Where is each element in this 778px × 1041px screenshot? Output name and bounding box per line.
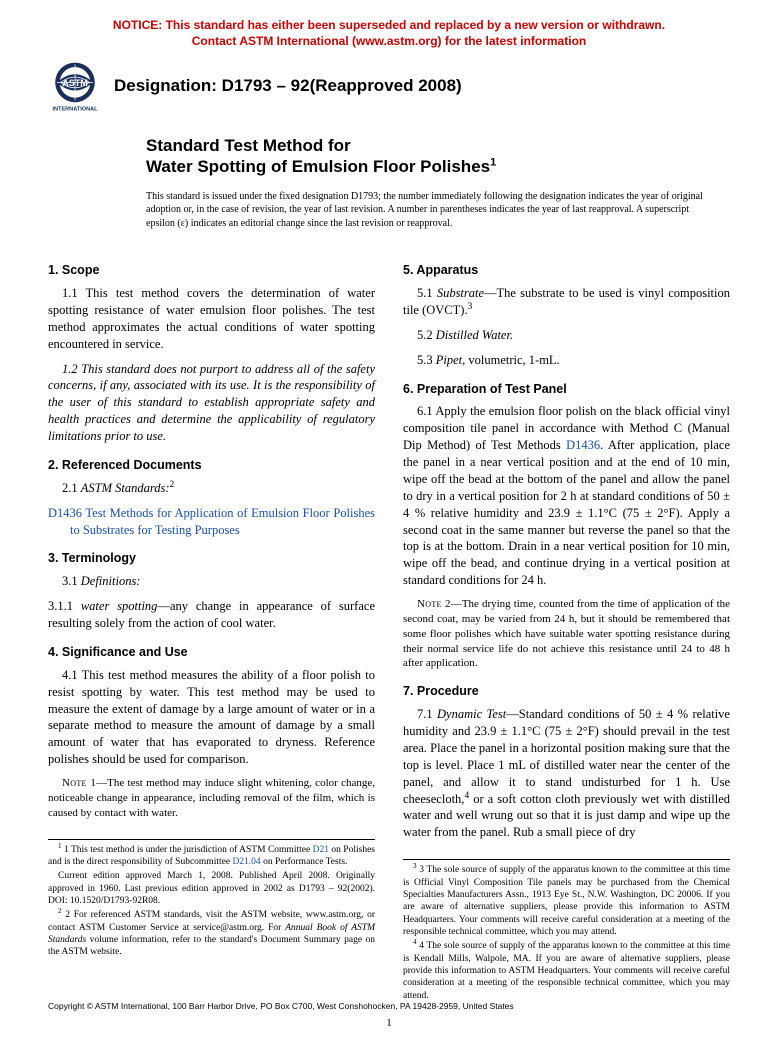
copyright-line: Copyright © ASTM International, 100 Barr…: [48, 1001, 730, 1011]
fn1-post: on Performance Tests.: [261, 857, 348, 867]
header-row: ASTM INTERNATIONAL Designation: D1793 – …: [48, 59, 730, 113]
p5-1-num: 5.1: [417, 286, 437, 300]
title-line-1: Standard Test Method for: [146, 136, 351, 155]
footnotes-left: 1 1 This test method is under the jurisd…: [48, 839, 375, 959]
section-5-head: 5. Apparatus: [403, 262, 730, 279]
para-5-3: 5.3 Pipet, volumetric, 1-mL.: [403, 352, 730, 369]
fn1-link-d2104[interactable]: D21.04: [232, 857, 260, 867]
footnote-4: 4 4 The sole source of supply of the app…: [403, 940, 730, 1002]
referenced-standard[interactable]: D1436 Test Methods for Application of Em…: [48, 505, 375, 539]
para-3-1: 3.1 Definitions:: [48, 573, 375, 590]
note-1-text: —The test method may induce slight white…: [48, 777, 375, 819]
p5-3-num: 5.3: [417, 353, 436, 367]
fn4-text: 4 The sole source of supply of the appar…: [403, 941, 730, 1000]
page: NOTICE: This standard has either been su…: [0, 0, 778, 1041]
para-4-1: 4.1 This test method measures the abilit…: [48, 667, 375, 768]
link-d1436[interactable]: D1436: [566, 438, 600, 452]
designation: Designation: D1793 – 92(Reapproved 2008): [114, 76, 462, 96]
p5-1-it: Substrate: [437, 286, 484, 300]
p5-3-it: Pipet,: [436, 353, 466, 367]
title-footnote-ref: 1: [490, 157, 496, 169]
footnote-2: 2 2 For referenced ASTM standards, visit…: [48, 909, 375, 958]
para-3-1-1-num: 3.1.1: [48, 599, 81, 613]
fn1-link-d21[interactable]: D21: [313, 845, 329, 855]
svg-text:ASTM: ASTM: [62, 78, 88, 88]
left-column: 1. Scope 1.1 This test method covers the…: [48, 250, 375, 1004]
section-7-head: 7. Procedure: [403, 683, 730, 700]
title-line-2: Water Spotting of Emulsion Floor Polishe…: [146, 157, 490, 176]
page-number: 1: [0, 1017, 778, 1029]
para-6-1: 6.1 Apply the emulsion floor polish on t…: [403, 403, 730, 589]
ref-code: D1436: [48, 506, 82, 520]
para-2-1-num: 2.1: [62, 481, 81, 495]
para-1-1: 1.1 This test method covers the determin…: [48, 285, 375, 353]
notice-line-1: NOTICE: This standard has either been su…: [113, 18, 665, 32]
section-1-head: 1. Scope: [48, 262, 375, 279]
para-5-2: 5.2 Distilled Water.: [403, 327, 730, 344]
footnote-3: 3 3 The sole source of supply of the app…: [403, 864, 730, 938]
ref-title: Test Methods for Application of Emulsion…: [70, 506, 375, 537]
term-water-spotting: water spotting: [81, 599, 158, 613]
notice-banner: NOTICE: This standard has either been su…: [48, 18, 730, 49]
fn3-ref: 3: [468, 302, 473, 312]
issuance-note: This standard is issued under the fixed …: [146, 190, 730, 231]
para-3-1-italic: Definitions:: [81, 574, 141, 588]
para-7-1: 7.1 Dynamic Test—Standard conditions of …: [403, 706, 730, 841]
p7-1-it: Dynamic Test: [437, 707, 506, 721]
section-4-head: 4. Significance and Use: [48, 644, 375, 661]
body-columns: 1. Scope 1.1 This test method covers the…: [48, 250, 730, 1004]
fn1-pre: 1 This test method is under the jurisdic…: [64, 845, 313, 855]
p5-2-num: 5.2: [417, 328, 436, 342]
p5-3-post: volumetric, 1-mL.: [465, 353, 559, 367]
title-block: Standard Test Method for Water Spotting …: [146, 135, 730, 178]
para-3-1-num: 3.1: [62, 574, 81, 588]
footnote-1b: Current edition approved March 1, 2008. …: [48, 870, 375, 907]
right-column: 5. Apparatus 5.1 Substrate—The substrate…: [403, 250, 730, 1004]
footnote-1: 1 1 This test method is under the jurisd…: [48, 844, 375, 869]
note-1-label: Note 1: [62, 777, 96, 789]
document-title: Standard Test Method for Water Spotting …: [146, 135, 730, 178]
p7-1-num: 7.1: [417, 707, 437, 721]
notice-line-2: Contact ASTM International (www.astm.org…: [192, 34, 586, 48]
note-2-label: Note 2: [417, 598, 451, 610]
p5-2-it: Distilled Water.: [436, 328, 513, 342]
para-2-1-italic: ASTM Standards:: [81, 481, 170, 495]
p6-1-b: . After application, place the panel in …: [403, 438, 730, 587]
para-2-1: 2.1 ASTM Standards:2: [48, 480, 375, 497]
fn2-post: volume information, refer to the standar…: [48, 935, 375, 957]
fn3-text: 3 The sole source of supply of the appar…: [403, 865, 730, 937]
section-6-head: 6. Preparation of Test Panel: [403, 381, 730, 398]
footnotes-right: 3 3 The sole source of supply of the app…: [403, 859, 730, 1002]
para-5-1: 5.1 Substrate—The substrate to be used i…: [403, 285, 730, 319]
note-1: Note 1—The test method may induce slight…: [48, 776, 375, 821]
para-1-2: 1.2 This standard does not purport to ad…: [48, 361, 375, 445]
para-3-1-1: 3.1.1 water spotting—any change in appea…: [48, 598, 375, 632]
svg-text:INTERNATIONAL: INTERNATIONAL: [52, 106, 98, 112]
note-2: Note 2—The drying time, counted from the…: [403, 597, 730, 671]
note-2-text: —The drying time, counted from the time …: [403, 598, 730, 669]
fn2-ref: 2: [170, 480, 175, 490]
astm-logo: ASTM INTERNATIONAL: [48, 59, 102, 113]
section-3-head: 3. Terminology: [48, 550, 375, 567]
section-2-head: 2. Referenced Documents: [48, 457, 375, 474]
